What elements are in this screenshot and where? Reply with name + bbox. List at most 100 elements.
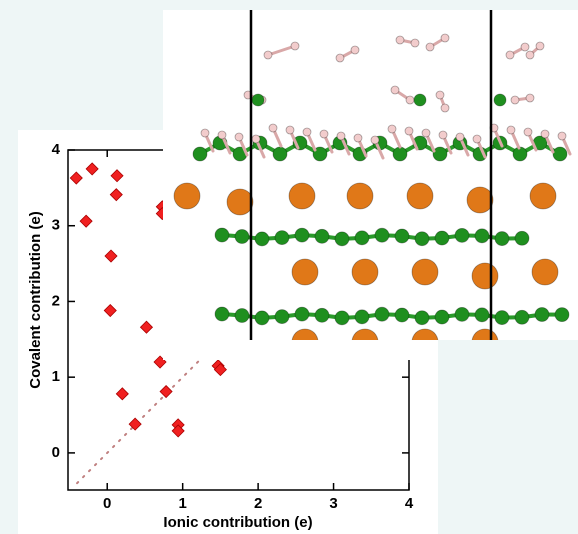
boron-atom [234,229,250,244]
metal-atom [291,258,319,286]
boron-atom [434,230,450,246]
hydrogen-atom [540,129,550,139]
hydrogen-atom [336,131,346,141]
boron-atom [274,309,290,324]
metal-atom [411,258,439,286]
boron-atom [314,228,330,244]
data-point [104,249,118,263]
metal-atom [471,262,499,290]
x-axis-title: Ionic contribution (e) [163,514,312,531]
hydrogen-atom [251,134,261,144]
boron-atom [514,230,530,246]
data-point [110,169,124,183]
structure-background [163,10,578,340]
hydrogen-atom [335,53,345,63]
metal-atom [406,182,434,210]
hydrogen-atom [472,134,482,144]
boron-atom [354,309,370,325]
scatter-plot: Ionic contribution (e) Covalent contribu… [27,141,414,531]
hydrogen-atom [390,85,400,95]
hydrogen-atom [525,93,535,103]
boron-atom [474,307,490,323]
boron-atom [272,146,288,162]
hydrogen-atom [302,127,312,137]
boron-atom [274,230,290,245]
hydrogen-atom [523,127,533,137]
hydrogen-atom [425,42,435,52]
hydrogen-atom [410,38,420,48]
hydrogen-atom [505,50,515,60]
hydrogen-atom [319,129,329,139]
hydrogen-atom [200,128,210,138]
boron-atom [552,146,568,162]
boron-atom [434,309,450,325]
boron-atom [334,310,350,326]
hydrogen-atom [438,130,448,140]
x-tick-label: 1 [179,495,187,512]
x-tick-label: 4 [405,495,414,512]
hydrogen-atom [234,132,244,142]
boron-atom [514,309,530,325]
boron-atom [534,307,550,322]
hydrogen-atom [506,125,516,135]
hydrogen-atom [353,133,363,143]
data-point [69,171,83,185]
data-point [109,188,123,202]
hydrogen-atom [217,130,227,140]
metal-atom [226,188,254,216]
hydrogen-atom [535,41,545,51]
metal-atom [466,186,494,214]
hydrogen-atom [395,35,405,45]
data-point [159,384,173,399]
metal-atom [346,182,374,210]
boron-atom [314,307,330,323]
data-point [115,387,129,401]
boron-atom [374,306,390,322]
data-point [171,424,185,438]
boron-atom [251,93,265,107]
hydrogen-atom [435,90,445,100]
hydrogen-atom [405,95,415,105]
hydrogen-atom [525,50,535,60]
hydrogen-atom [387,124,397,134]
metal-atom [531,258,559,286]
y-axis-title: Covalent contribution (e) [27,211,44,389]
x-tick-label: 2 [254,495,262,512]
boron-atom [392,146,408,162]
boron-atom [494,310,510,325]
boron-atom [234,308,250,323]
hydrogen-atom [404,126,414,136]
boron-atom [493,93,507,107]
boron-atom [432,146,448,162]
boron-atom [454,306,470,322]
boron-atom [354,230,370,246]
boron-atom [214,306,230,322]
boron-atom [413,93,427,107]
data-point [85,162,99,176]
metal-atom [173,182,201,210]
y-tick-label: 4 [52,141,61,158]
hydrogen-atom [290,41,300,51]
boron-atom [374,227,390,243]
boron-atom [312,146,328,162]
boron-atom [334,231,350,247]
boron-atom [294,306,310,322]
boron-atom [554,307,570,323]
metal-atom [529,182,557,210]
hydrogen-atom [268,123,278,133]
plot-panel-restore [163,340,438,360]
hydrogen-atom [440,103,450,113]
boron-atom [254,310,270,326]
boron-atom [192,146,208,162]
data-point [103,303,117,318]
hydrogen-atom [510,95,520,105]
metal-atom [288,182,316,210]
data-point [79,214,93,228]
structure-image [163,10,578,360]
hydrogen-atom [440,33,450,43]
hydrogen-atom [421,128,431,138]
x-tick-label: 3 [329,495,337,512]
boron-atom [214,227,230,243]
boron-atom [254,231,270,247]
